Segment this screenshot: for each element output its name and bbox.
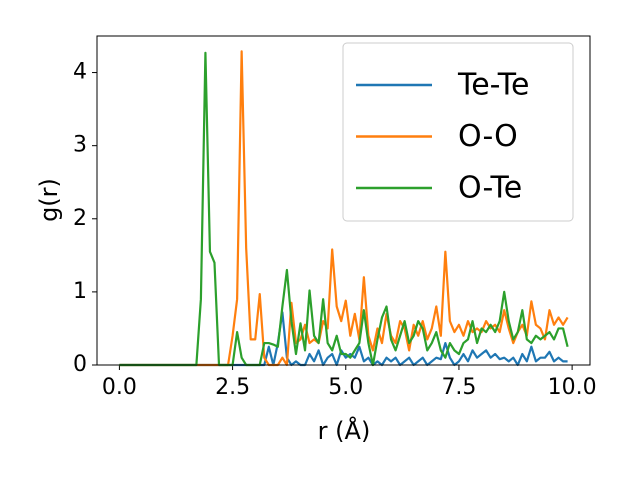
- legend-label: O-Te: [458, 171, 522, 206]
- x-tick-label: 10.0: [548, 375, 597, 400]
- x-tick-label: 0.0: [102, 375, 137, 400]
- legend-label: Te-Te: [457, 68, 529, 103]
- x-axis-label: r (Å): [318, 416, 371, 445]
- x-tick-label: 2.5: [215, 375, 250, 400]
- y-axis-label: g(r): [35, 178, 63, 222]
- x-tick-label: 5.0: [328, 375, 363, 400]
- x-tick-label: 7.5: [441, 375, 476, 400]
- y-tick-label: 3: [73, 133, 87, 158]
- y-tick-label: 1: [73, 279, 87, 304]
- y-tick-label: 0: [73, 352, 87, 377]
- legend-label: O-O: [458, 119, 518, 154]
- legend-box: [342, 42, 574, 222]
- plot-frame: [96, 35, 591, 366]
- y-tick-label: 4: [73, 60, 87, 85]
- y-tick-label: 2: [73, 206, 87, 231]
